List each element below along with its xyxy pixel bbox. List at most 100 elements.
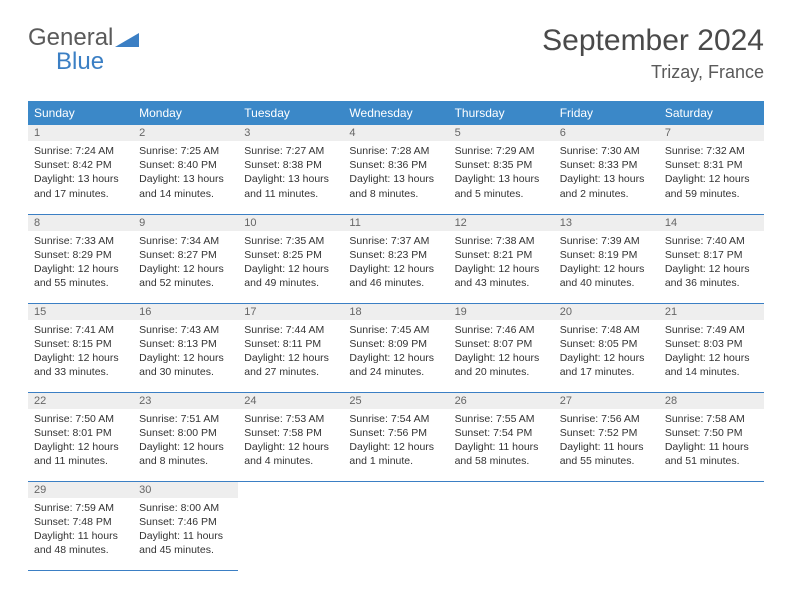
day-details: Sunrise: 7:58 AMSunset: 7:50 PMDaylight:… bbox=[659, 409, 764, 475]
day-number: 28 bbox=[659, 393, 764, 409]
daylight-line: Daylight: 12 hours and 49 minutes. bbox=[244, 262, 337, 290]
sunset-line: Sunset: 7:48 PM bbox=[34, 515, 127, 529]
day-details: Sunrise: 7:56 AMSunset: 7:52 PMDaylight:… bbox=[554, 409, 659, 475]
day-number: 26 bbox=[449, 393, 554, 409]
sunset-line: Sunset: 8:29 PM bbox=[34, 248, 127, 262]
sunrise-line: Sunrise: 8:00 AM bbox=[139, 501, 232, 515]
sunset-line: Sunset: 8:38 PM bbox=[244, 158, 337, 172]
daylight-line: Daylight: 12 hours and 17 minutes. bbox=[560, 351, 653, 379]
day-details: Sunrise: 7:40 AMSunset: 8:17 PMDaylight:… bbox=[659, 231, 764, 297]
sunset-line: Sunset: 8:00 PM bbox=[139, 426, 232, 440]
day-number: 25 bbox=[343, 393, 448, 409]
day-number: 15 bbox=[28, 304, 133, 320]
sunset-line: Sunset: 8:25 PM bbox=[244, 248, 337, 262]
day-number: 20 bbox=[554, 304, 659, 320]
day-details: Sunrise: 7:44 AMSunset: 8:11 PMDaylight:… bbox=[238, 320, 343, 386]
calendar-cell: 13Sunrise: 7:39 AMSunset: 8:19 PMDayligh… bbox=[554, 214, 659, 303]
sunrise-line: Sunrise: 7:59 AM bbox=[34, 501, 127, 515]
daylight-line: Daylight: 12 hours and 1 minute. bbox=[349, 440, 442, 468]
sunrise-line: Sunrise: 7:51 AM bbox=[139, 412, 232, 426]
sunrise-line: Sunrise: 7:55 AM bbox=[455, 412, 548, 426]
daylight-line: Daylight: 13 hours and 14 minutes. bbox=[139, 172, 232, 200]
day-details: Sunrise: 7:46 AMSunset: 8:07 PMDaylight:… bbox=[449, 320, 554, 386]
calendar-week-row: 15Sunrise: 7:41 AMSunset: 8:15 PMDayligh… bbox=[28, 303, 764, 392]
day-number: 21 bbox=[659, 304, 764, 320]
sunset-line: Sunset: 8:36 PM bbox=[349, 158, 442, 172]
calendar-table: SundayMondayTuesdayWednesdayThursdayFrid… bbox=[28, 101, 764, 571]
calendar-body: 1Sunrise: 7:24 AMSunset: 8:42 PMDaylight… bbox=[28, 125, 764, 570]
sunset-line: Sunset: 8:40 PM bbox=[139, 158, 232, 172]
calendar-cell: 22Sunrise: 7:50 AMSunset: 8:01 PMDayligh… bbox=[28, 392, 133, 481]
sunrise-line: Sunrise: 7:44 AM bbox=[244, 323, 337, 337]
calendar-week-row: 8Sunrise: 7:33 AMSunset: 8:29 PMDaylight… bbox=[28, 214, 764, 303]
day-details: Sunrise: 7:54 AMSunset: 7:56 PMDaylight:… bbox=[343, 409, 448, 475]
day-details: Sunrise: 7:39 AMSunset: 8:19 PMDaylight:… bbox=[554, 231, 659, 297]
calendar-cell: .. bbox=[343, 481, 448, 570]
daylight-line: Daylight: 13 hours and 8 minutes. bbox=[349, 172, 442, 200]
day-details: Sunrise: 7:41 AMSunset: 8:15 PMDaylight:… bbox=[28, 320, 133, 386]
daylight-line: Daylight: 13 hours and 5 minutes. bbox=[455, 172, 548, 200]
day-number: 4 bbox=[343, 125, 448, 141]
calendar-cell: 9Sunrise: 7:34 AMSunset: 8:27 PMDaylight… bbox=[133, 214, 238, 303]
day-details: Sunrise: 7:27 AMSunset: 8:38 PMDaylight:… bbox=[238, 141, 343, 207]
sunrise-line: Sunrise: 7:58 AM bbox=[665, 412, 758, 426]
calendar-cell: 1Sunrise: 7:24 AMSunset: 8:42 PMDaylight… bbox=[28, 125, 133, 214]
sunrise-line: Sunrise: 7:46 AM bbox=[455, 323, 548, 337]
day-number: 11 bbox=[343, 215, 448, 231]
calendar-cell: 15Sunrise: 7:41 AMSunset: 8:15 PMDayligh… bbox=[28, 303, 133, 392]
calendar-cell: 28Sunrise: 7:58 AMSunset: 7:50 PMDayligh… bbox=[659, 392, 764, 481]
day-details: Sunrise: 7:29 AMSunset: 8:35 PMDaylight:… bbox=[449, 141, 554, 207]
day-details: Sunrise: 7:51 AMSunset: 8:00 PMDaylight:… bbox=[133, 409, 238, 475]
daylight-line: Daylight: 12 hours and 11 minutes. bbox=[34, 440, 127, 468]
sunset-line: Sunset: 7:58 PM bbox=[244, 426, 337, 440]
daylight-line: Daylight: 12 hours and 24 minutes. bbox=[349, 351, 442, 379]
day-number: 16 bbox=[133, 304, 238, 320]
sunset-line: Sunset: 8:33 PM bbox=[560, 158, 653, 172]
day-number: 9 bbox=[133, 215, 238, 231]
calendar-cell: 17Sunrise: 7:44 AMSunset: 8:11 PMDayligh… bbox=[238, 303, 343, 392]
sunrise-line: Sunrise: 7:49 AM bbox=[665, 323, 758, 337]
daylight-line: Daylight: 12 hours and 4 minutes. bbox=[244, 440, 337, 468]
sunset-line: Sunset: 8:19 PM bbox=[560, 248, 653, 262]
calendar-cell: 11Sunrise: 7:37 AMSunset: 8:23 PMDayligh… bbox=[343, 214, 448, 303]
calendar-cell: 14Sunrise: 7:40 AMSunset: 8:17 PMDayligh… bbox=[659, 214, 764, 303]
day-details: Sunrise: 7:45 AMSunset: 8:09 PMDaylight:… bbox=[343, 320, 448, 386]
month-title: September 2024 bbox=[542, 24, 764, 58]
location: Trizay, France bbox=[542, 62, 764, 83]
calendar-cell: 20Sunrise: 7:48 AMSunset: 8:05 PMDayligh… bbox=[554, 303, 659, 392]
sunset-line: Sunset: 8:11 PM bbox=[244, 337, 337, 351]
day-number: 5 bbox=[449, 125, 554, 141]
day-details: Sunrise: 7:28 AMSunset: 8:36 PMDaylight:… bbox=[343, 141, 448, 207]
calendar-cell: 7Sunrise: 7:32 AMSunset: 8:31 PMDaylight… bbox=[659, 125, 764, 214]
day-details: Sunrise: 7:59 AMSunset: 7:48 PMDaylight:… bbox=[28, 498, 133, 564]
daylight-line: Daylight: 12 hours and 59 minutes. bbox=[665, 172, 758, 200]
day-number: 7 bbox=[659, 125, 764, 141]
sunrise-line: Sunrise: 7:53 AM bbox=[244, 412, 337, 426]
sunrise-line: Sunrise: 7:27 AM bbox=[244, 144, 337, 158]
sunrise-line: Sunrise: 7:50 AM bbox=[34, 412, 127, 426]
day-number: 12 bbox=[449, 215, 554, 231]
sunrise-line: Sunrise: 7:35 AM bbox=[244, 234, 337, 248]
calendar-cell: 12Sunrise: 7:38 AMSunset: 8:21 PMDayligh… bbox=[449, 214, 554, 303]
daylight-line: Daylight: 12 hours and 20 minutes. bbox=[455, 351, 548, 379]
day-details: Sunrise: 7:30 AMSunset: 8:33 PMDaylight:… bbox=[554, 141, 659, 207]
sunrise-line: Sunrise: 7:38 AM bbox=[455, 234, 548, 248]
day-number: 19 bbox=[449, 304, 554, 320]
sunset-line: Sunset: 8:35 PM bbox=[455, 158, 548, 172]
daylight-line: Daylight: 12 hours and 52 minutes. bbox=[139, 262, 232, 290]
day-number: 23 bbox=[133, 393, 238, 409]
sunset-line: Sunset: 8:17 PM bbox=[665, 248, 758, 262]
calendar-cell: 6Sunrise: 7:30 AMSunset: 8:33 PMDaylight… bbox=[554, 125, 659, 214]
weekday-header: Tuesday bbox=[238, 101, 343, 125]
weekday-header: Friday bbox=[554, 101, 659, 125]
daylight-line: Daylight: 12 hours and 30 minutes. bbox=[139, 351, 232, 379]
day-details: Sunrise: 7:37 AMSunset: 8:23 PMDaylight:… bbox=[343, 231, 448, 297]
sunrise-line: Sunrise: 7:56 AM bbox=[560, 412, 653, 426]
calendar-cell: 10Sunrise: 7:35 AMSunset: 8:25 PMDayligh… bbox=[238, 214, 343, 303]
weekday-header-row: SundayMondayTuesdayWednesdayThursdayFrid… bbox=[28, 101, 764, 125]
daylight-line: Daylight: 12 hours and 14 minutes. bbox=[665, 351, 758, 379]
calendar-week-row: 22Sunrise: 7:50 AMSunset: 8:01 PMDayligh… bbox=[28, 392, 764, 481]
day-details: Sunrise: 7:32 AMSunset: 8:31 PMDaylight:… bbox=[659, 141, 764, 207]
weekday-header: Monday bbox=[133, 101, 238, 125]
sunrise-line: Sunrise: 7:37 AM bbox=[349, 234, 442, 248]
